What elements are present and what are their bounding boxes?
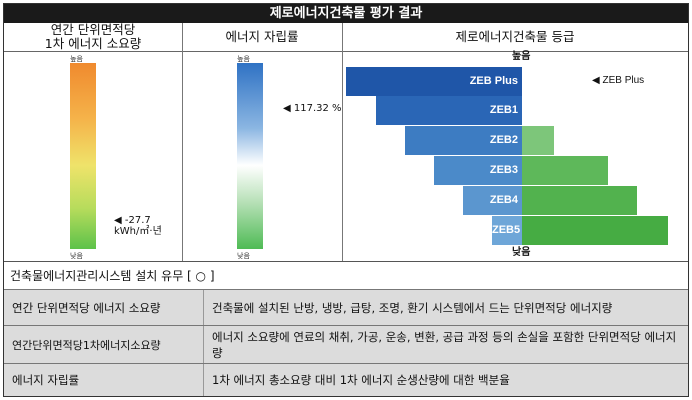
grade-marker: ◀ ZEB Plus	[592, 75, 645, 86]
bems-row: 건축물에너지관리시스템 설치 유무 [ ○ ]	[4, 261, 688, 289]
energy-high-label: 높음	[70, 55, 83, 63]
self-sufficiency-marker: ◀ 117.32 %	[283, 103, 342, 114]
column-divider	[182, 23, 183, 261]
definition-desc: 건축물에 설치된 난방, 냉방, 급탕, 조명, 환기 시스템에서 드는 단위면…	[212, 300, 613, 315]
column-divider	[342, 23, 343, 261]
self-sufficiency-gauge-bar	[237, 63, 263, 249]
energy-gauge-bar	[70, 63, 96, 249]
header-self-sufficiency: 에너지 자립률	[182, 23, 342, 52]
self-sufficiency-high-label: 높음	[237, 55, 250, 63]
definition-row: 에너지 자립률 1차 에너지 총소요량 대비 1차 에너지 순생산량에 대한 백…	[4, 363, 688, 396]
grade-zeb5: ZEB5	[492, 216, 522, 245]
evaluation-result-panel: 제로에너지건축물 평가 결과 연간 단위면적당 1차 에너지 소요량 에너지 자…	[3, 3, 689, 397]
grade-zeb4: ZEB4	[463, 186, 522, 215]
definition-term: 연간단위면적당1차에너지소요량	[4, 326, 204, 363]
energy-marker-unit: kWh/㎡·년	[114, 226, 162, 237]
grade-zeb2-green-bar	[522, 126, 554, 155]
grade-high-label: 높음	[512, 51, 531, 62]
definition-row: 연간 단위면적당 에너지 소요량 건축물에 설치된 난방, 냉방, 급탕, 조명…	[4, 289, 688, 325]
energy-low-label: 낮음	[70, 252, 83, 260]
grade-zeb5-green-bar	[522, 216, 668, 245]
panel-title: 제로에너지건축물 평가 결과	[4, 4, 688, 23]
grade-zeb1: ZEB1	[376, 96, 522, 125]
grade-zeb3-green-bar	[522, 156, 608, 185]
grade-low-label: 낮음	[512, 247, 531, 258]
grade-zeb-plus: ZEB Plus	[346, 67, 522, 96]
self-sufficiency-low-label: 낮음	[237, 252, 250, 260]
definition-row: 연간단위면적당1차에너지소요량 에너지 소요량에 연료의 채취, 가공, 운송,…	[4, 325, 688, 363]
grade-zeb4-green-bar	[522, 186, 637, 215]
grade-zeb2: ZEB2	[405, 126, 522, 155]
definition-term: 에너지 자립률	[4, 364, 204, 396]
grade-zeb3: ZEB3	[434, 156, 522, 185]
bems-status-text: 건축물에너지관리시스템 설치 유무 [ ○ ]	[10, 269, 215, 283]
definition-desc: 에너지 소요량에 연료의 채취, 가공, 운송, 변환, 공급 과정 등의 손실…	[212, 329, 677, 360]
definition-term: 연간 단위면적당 에너지 소요량	[4, 290, 204, 325]
header-primary-energy: 연간 단위면적당 1차 에너지 소요량	[4, 23, 182, 52]
energy-marker-value: ◀ -27.7	[114, 215, 151, 226]
header-zeb-grade: 제로에너지건축물 등급	[342, 23, 688, 52]
definition-desc: 1차 에너지 총소요량 대비 1차 에너지 순생산량에 대한 백분율	[212, 373, 510, 387]
